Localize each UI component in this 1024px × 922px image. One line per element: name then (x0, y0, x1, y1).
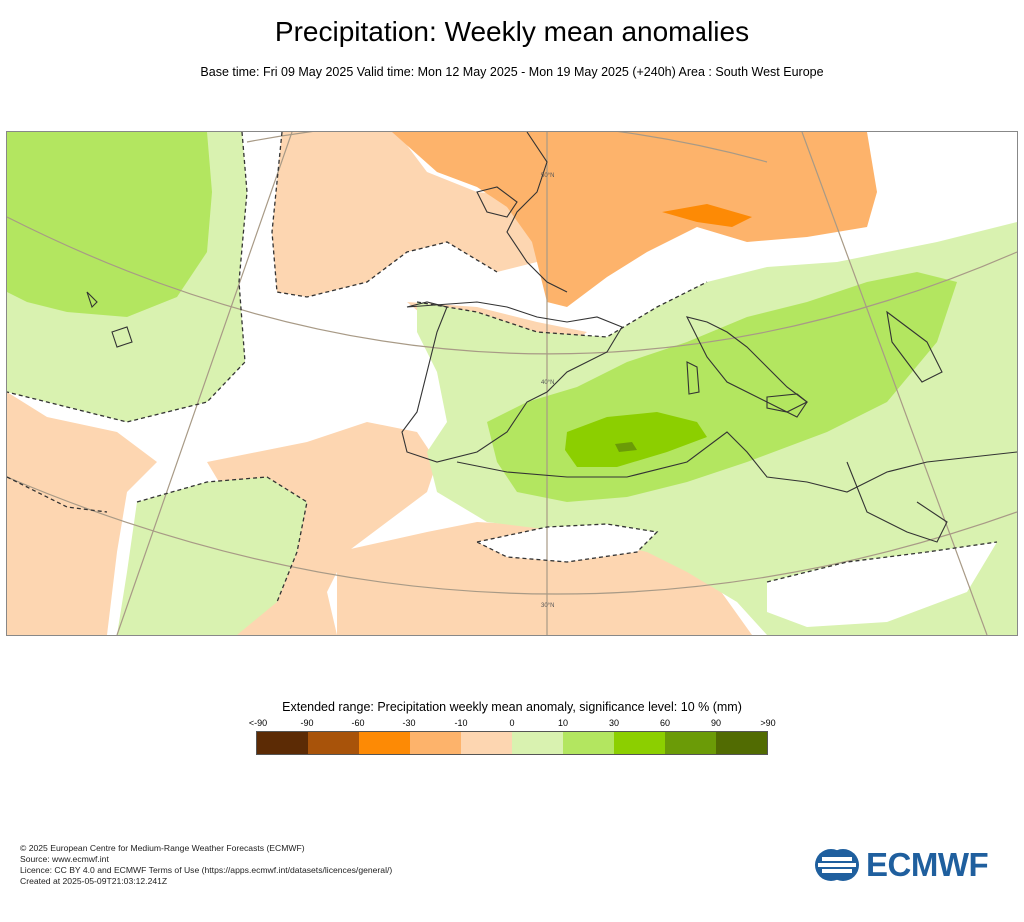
legend-swatch (257, 732, 308, 754)
legend-swatch (665, 732, 716, 754)
legend-tick: 0 (509, 718, 515, 728)
legend-tick: -90 (300, 718, 314, 728)
lat-label-30: 30°N (541, 603, 554, 609)
chart-subtitle: Base time: Fri 09 May 2025 Valid time: M… (200, 65, 824, 79)
region-peach-atlantic (272, 132, 552, 297)
legend-swatch (512, 732, 563, 754)
region-light-green-africa (117, 477, 307, 635)
licence-line: Licence: CC BY 4.0 and ECMWF Terms of Us… (20, 865, 393, 875)
region-green-west (7, 132, 212, 317)
legend-title: Extended range: Precipitation weekly mea… (282, 700, 742, 714)
lat-label-40: 40°N (541, 380, 554, 386)
legend-swatch (563, 732, 614, 754)
legend-swatch (614, 732, 665, 754)
created-line: Created at 2025-05-09T21:03:12.241Z (20, 876, 168, 886)
legend-tick: 10 (557, 718, 569, 728)
region-bright-green-core (565, 412, 707, 467)
ecmwf-logo: ECMWF (814, 846, 989, 884)
copyright-line: © 2025 European Centre for Medium-Range … (20, 843, 305, 853)
legend-swatch (359, 732, 410, 754)
coastlines (86, 132, 1017, 543)
legend-tick: >90 (760, 718, 776, 728)
legend-colorbar (256, 731, 768, 755)
ecmwf-logo-icon (815, 849, 859, 881)
graticule-lines (7, 132, 1017, 635)
region-orange-europe (392, 132, 877, 307)
legend-swatch (308, 732, 359, 754)
ecmwf-logo-text: ECMWF (866, 846, 989, 883)
significance-contours (7, 132, 998, 603)
legend-swatch (461, 732, 512, 754)
region-dark-orange-patch (662, 204, 752, 227)
legend-tick: 60 (659, 718, 671, 728)
region-white-libya (767, 542, 997, 627)
legend-tick: 30 (608, 718, 620, 728)
legend-ticks: <-90 -90 -60 -30 -10 0 10 30 60 90 >90 (230, 718, 790, 732)
region-dark-green-spot (615, 442, 637, 452)
footer: © 2025 European Centre for Medium-Range … (20, 843, 392, 887)
anomaly-map: 50°N 40°N 30°N (6, 131, 1018, 636)
legend-tick: -60 (351, 718, 365, 728)
legend-tick: -10 (454, 718, 468, 728)
chart-title: Precipitation: Weekly mean anomalies (274, 16, 750, 47)
legend-tick: 90 (710, 718, 722, 728)
legend-tick: -30 (402, 718, 416, 728)
legend-swatch (410, 732, 461, 754)
legend-tick: <-90 (248, 718, 268, 728)
source-line: Source: www.ecmwf.int (20, 854, 109, 864)
region-peach-sw (7, 392, 157, 635)
lat-label-50: 50°N (541, 173, 554, 179)
legend-swatch (716, 732, 767, 754)
map-canvas: 50°N 40°N 30°N (7, 132, 1017, 635)
region-white-africa (477, 524, 657, 562)
